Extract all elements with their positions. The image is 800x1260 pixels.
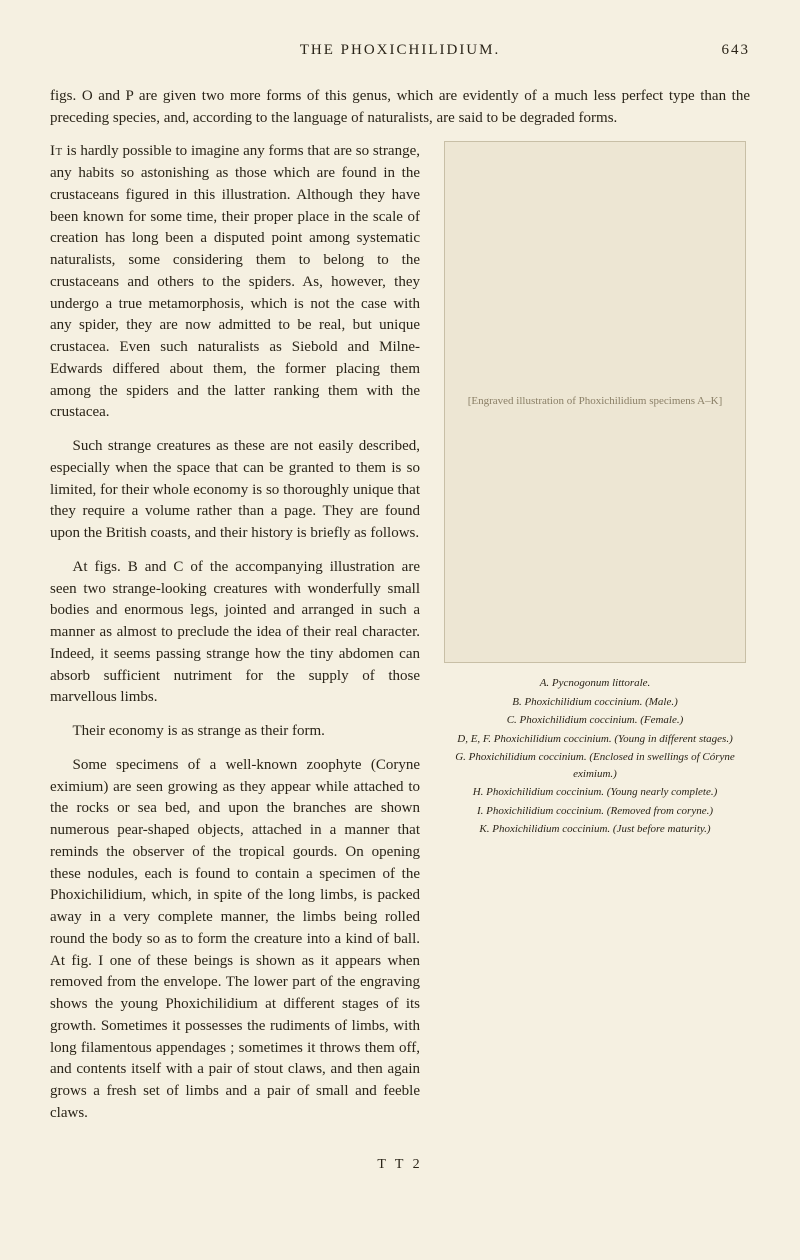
page-number: 643 [710, 40, 750, 62]
two-column-region: It is hardly possible to imagine any for… [50, 141, 750, 1136]
figure-caption: A. Pycnogonum littorale. B. Phoxichilidi… [445, 673, 745, 840]
caption-b: B. Phoxichilidium coccinium. (Male.) [445, 694, 745, 711]
caption-i: I. Phoxichilidium coccinium. (Removed fr… [445, 803, 745, 820]
caption-a: A. Pycnogonum littorale. [445, 675, 745, 692]
page-title: THE PHOXICHILIDIUM. [90, 40, 710, 62]
dropword-it: It [50, 143, 63, 159]
caption-k: K. Phoxichilidium coccinium. (Just befor… [445, 821, 745, 838]
caption-c: C. Phoxichilidium coccinium. (Female.) [445, 712, 745, 729]
caption-d: D, E, F. Phoxichilidium coccinium. (Youn… [445, 731, 745, 748]
page-header: THE PHOXICHILIDIUM. 643 [50, 40, 750, 62]
paragraph-2: It is hardly possible to imagine any for… [50, 141, 420, 424]
paragraph-6: Some specimens of a well-known zoophyte … [50, 755, 420, 1125]
caption-h: H. Phoxichilidium coccinium. (Young near… [445, 784, 745, 801]
paragraph-intro: figs. O and P are given two more forms o… [50, 86, 750, 130]
caption-g: G. Phoxichilidium coccinium. (Enclosed i… [445, 749, 745, 782]
figure-column: [Engraved illustration of Phoxichilidium… [440, 141, 750, 1136]
left-text-column: It is hardly possible to imagine any for… [50, 141, 420, 1136]
paragraph-5: Their economy is as strange as their for… [50, 721, 420, 743]
header-spacer [50, 40, 90, 62]
figure-illustration: [Engraved illustration of Phoxichilidium… [444, 141, 746, 663]
paragraph-3: Such strange creatures as these are not … [50, 436, 420, 545]
paragraph-2-body: is hardly possible to imagine any forms … [50, 143, 420, 420]
signature-mark: T T 2 [50, 1155, 750, 1175]
paragraph-4: At figs. B and C of the accompanying ill… [50, 557, 420, 709]
